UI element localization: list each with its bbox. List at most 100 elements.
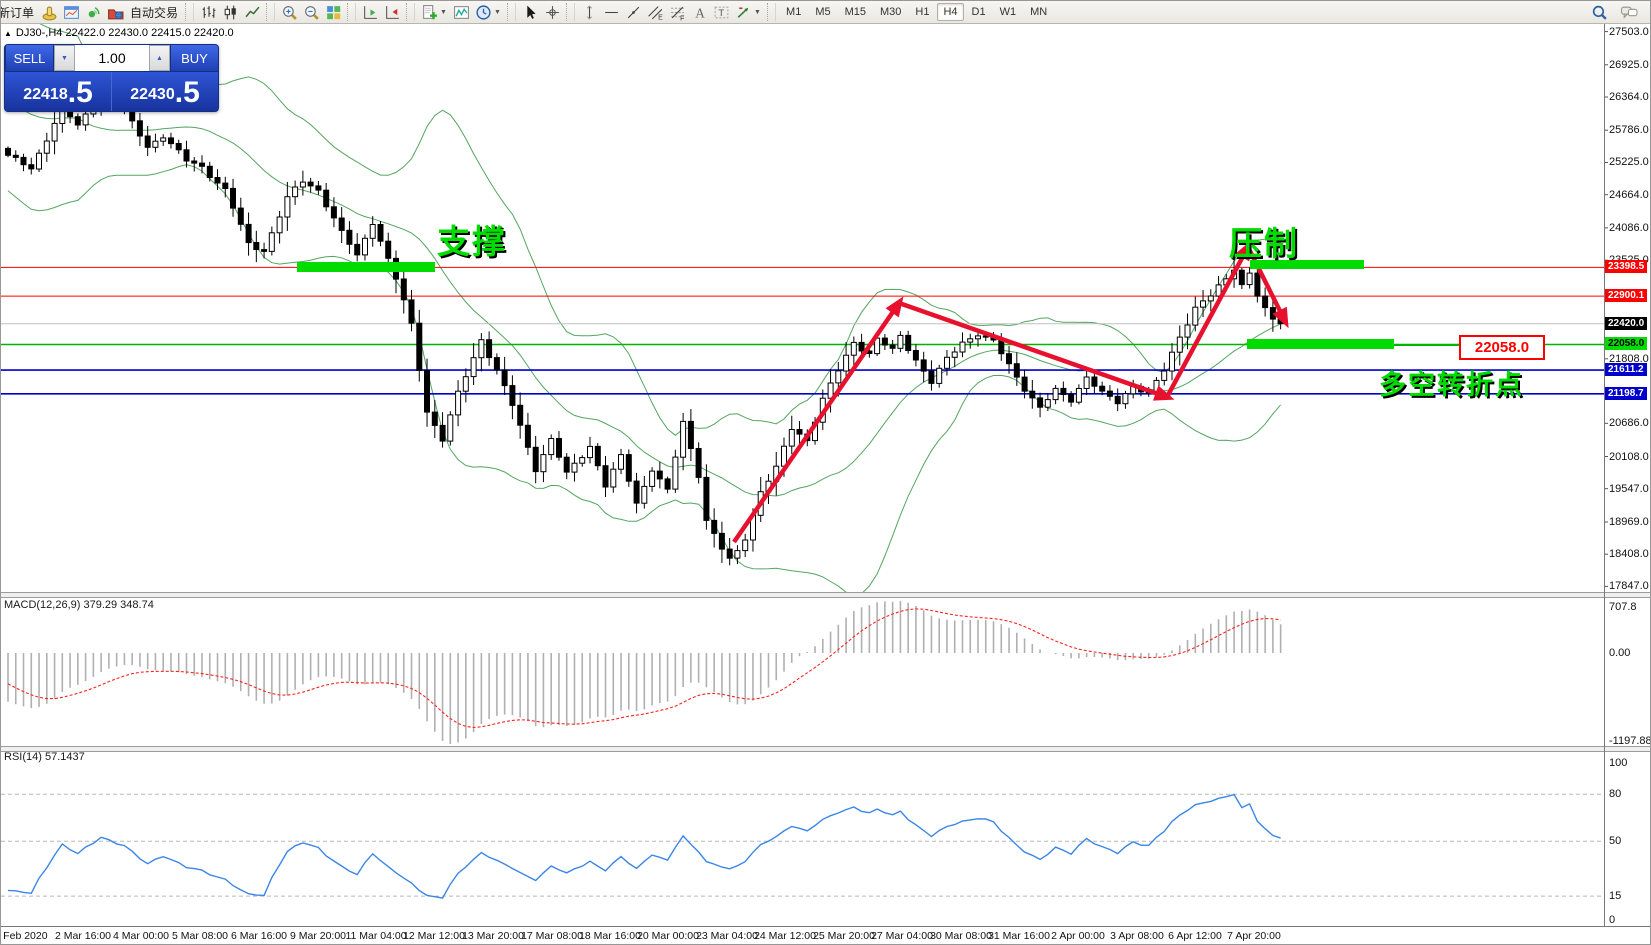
sell-button[interactable]: SELL — [5, 45, 54, 71]
time-axis-label: 4 Mar 00:00 — [112, 930, 170, 942]
price-axis-label: 26364.0 — [1609, 91, 1649, 103]
auto-scroll-icon[interactable] — [381, 2, 403, 22]
price-axis-label: 24664.0 — [1609, 189, 1649, 201]
time-axis-label: 9 Mar 20:00 — [289, 930, 347, 942]
line-chart-icon[interactable] — [241, 2, 263, 22]
time-axis-label: 7 Apr 20:00 — [1227, 930, 1281, 942]
timeframe-button-m15[interactable]: M15 — [844, 6, 866, 18]
tile-windows-icon[interactable] — [322, 2, 344, 22]
autotrade-icon[interactable] — [104, 2, 126, 22]
timeframe-button-m1[interactable]: M1 — [786, 6, 802, 18]
search-icon[interactable] — [1588, 2, 1610, 22]
time-axis-label: 20 Mar 00:00 — [637, 930, 699, 942]
svg-text:F: F — [680, 15, 684, 21]
buy-button[interactable]: BUY — [170, 45, 218, 71]
timeframe-button-m5[interactable]: M5 — [815, 6, 831, 18]
timeframe-button-h1[interactable]: H1 — [915, 6, 930, 18]
price-callout-22058: 22058.0 — [1459, 335, 1545, 360]
price-axis-line[interactable] — [1604, 23, 1605, 926]
one-click-trading-panel: SELL ▼ ▲ BUY 22418.5 22430.5 — [4, 44, 219, 112]
price-axis-label: 20108.0 — [1609, 451, 1649, 463]
svg-text:T: T — [718, 8, 724, 19]
dropdown-caret-icon[interactable]: ▼ — [754, 8, 761, 16]
price-axis-label: 17847.0 — [1609, 580, 1649, 592]
buy-price[interactable]: 22430.5 — [112, 72, 218, 111]
price-tag: 21611.2 — [1605, 363, 1647, 376]
volume-increase-button[interactable]: ▲ — [149, 45, 170, 71]
price-axis-label: 21808.0 — [1609, 353, 1649, 365]
time-axis-label: 17 Mar 08:00 — [521, 930, 583, 942]
time-axis-line[interactable] — [1, 926, 1650, 927]
shapes-tool-icon[interactable] — [732, 2, 754, 22]
price-tag: 23398.5 — [1605, 260, 1648, 273]
price-axis-label: 18408.0 — [1609, 548, 1649, 560]
main-toolbar: 新订单 自动交易 ▼ ▼ E F A T ▼ M1 M5 M15 M30 H1 H4 D1 W1 MN — [1, 1, 1650, 24]
toolbar-separator — [767, 3, 777, 21]
volume-decrease-button[interactable]: ▼ — [54, 45, 75, 71]
autotrade-label[interactable]: 自动交易 — [130, 5, 179, 20]
sell-price[interactable]: 22418.5 — [5, 72, 112, 111]
signal-icon[interactable] — [82, 2, 104, 22]
svg-text:A: A — [695, 5, 705, 20]
profiles-clock-icon[interactable] — [472, 2, 494, 22]
vline-tool-icon[interactable] — [578, 2, 600, 22]
crosshair-icon[interactable] — [541, 2, 563, 22]
dropdown-caret-icon[interactable]: ▼ — [440, 8, 447, 16]
macd-pane-splitter[interactable] — [1, 592, 1650, 598]
new-chart-icon[interactable] — [418, 2, 440, 22]
time-axis-label: 5 Mar 08:00 — [171, 930, 229, 942]
trendline-tool-icon[interactable] — [622, 2, 644, 22]
macd-label: MACD(12,26,9) 379.29 348.74 — [4, 599, 154, 611]
chart-shift-icon[interactable] — [359, 2, 381, 22]
time-axis-label: 6 Apr 12:00 — [1168, 930, 1222, 942]
toolbar-separator — [507, 3, 517, 21]
resistance-annotation: 压制 — [1229, 225, 1299, 262]
time-axis-label: 2 Mar 16:00 — [54, 930, 112, 942]
highlight-bar — [1250, 260, 1364, 269]
toolbar-separator — [566, 3, 576, 21]
time-axis-label: 31 Mar 16:00 — [988, 930, 1050, 942]
chart-window-icon[interactable] — [60, 2, 82, 22]
svg-text:E: E — [658, 14, 663, 21]
time-axis-label: 30 Mar 08:00 — [930, 930, 992, 942]
price-tag: 22058.0 — [1605, 337, 1648, 350]
price-tag: 21198.7 — [1605, 387, 1647, 400]
dropdown-caret-icon[interactable]: ▼ — [494, 8, 501, 16]
rsi-pane-splitter[interactable] — [1, 746, 1650, 752]
ohlc-bars-icon[interactable] — [197, 2, 219, 22]
label-tool-icon[interactable]: T — [710, 2, 732, 22]
timeframe-button-h4[interactable]: H4 — [937, 3, 964, 21]
highlight-bar — [1247, 339, 1394, 349]
toolbar-separator — [347, 3, 357, 21]
chart-title: ▲ DJ30-,H4 22422.0 22430.0 22415.0 22420.… — [4, 27, 234, 39]
new-order-button[interactable]: 新订单 — [1, 5, 35, 20]
zoom-in-icon[interactable] — [278, 2, 300, 22]
volume-input[interactable] — [75, 45, 149, 71]
time-axis-label: 6 Mar 16:00 — [230, 930, 288, 942]
stamp-icon[interactable] — [38, 2, 60, 22]
timeframe-button-d1[interactable]: D1 — [971, 6, 986, 18]
fibonacci-tool-icon[interactable]: F — [666, 2, 688, 22]
timeframe-button-mn[interactable]: MN — [1030, 6, 1048, 18]
timeframe-button-w1[interactable]: W1 — [999, 6, 1017, 18]
price-tag: 22420.0 — [1605, 317, 1648, 330]
collapse-triangle-icon[interactable]: ▲ — [4, 29, 12, 38]
chat-icon[interactable] — [1618, 2, 1640, 22]
text-tool-icon[interactable]: A — [688, 2, 710, 22]
time-axis-label: 12 Mar 12:00 — [403, 930, 465, 942]
time-axis-label: 27 Mar 04:00 — [871, 930, 933, 942]
rsi-axis-label: 100 — [1609, 757, 1628, 769]
hline-tool-icon[interactable] — [600, 2, 622, 22]
candlestick-icon[interactable] — [219, 2, 241, 22]
channel-tool-icon[interactable]: E — [644, 2, 666, 22]
zoom-out-icon[interactable] — [300, 2, 322, 22]
time-axis-label: 2 Apr 00:00 — [1051, 930, 1105, 942]
time-axis-label: 13 Mar 20:00 — [462, 930, 524, 942]
indicators-icon[interactable] — [450, 2, 472, 22]
volume-stepper: ▼ ▲ — [54, 45, 170, 71]
cursor-icon[interactable] — [519, 2, 541, 22]
time-axis-label: 25 Mar 20:00 — [813, 930, 875, 942]
timeframe-button-m30[interactable]: M30 — [880, 6, 902, 18]
highlight-bar — [297, 262, 435, 272]
